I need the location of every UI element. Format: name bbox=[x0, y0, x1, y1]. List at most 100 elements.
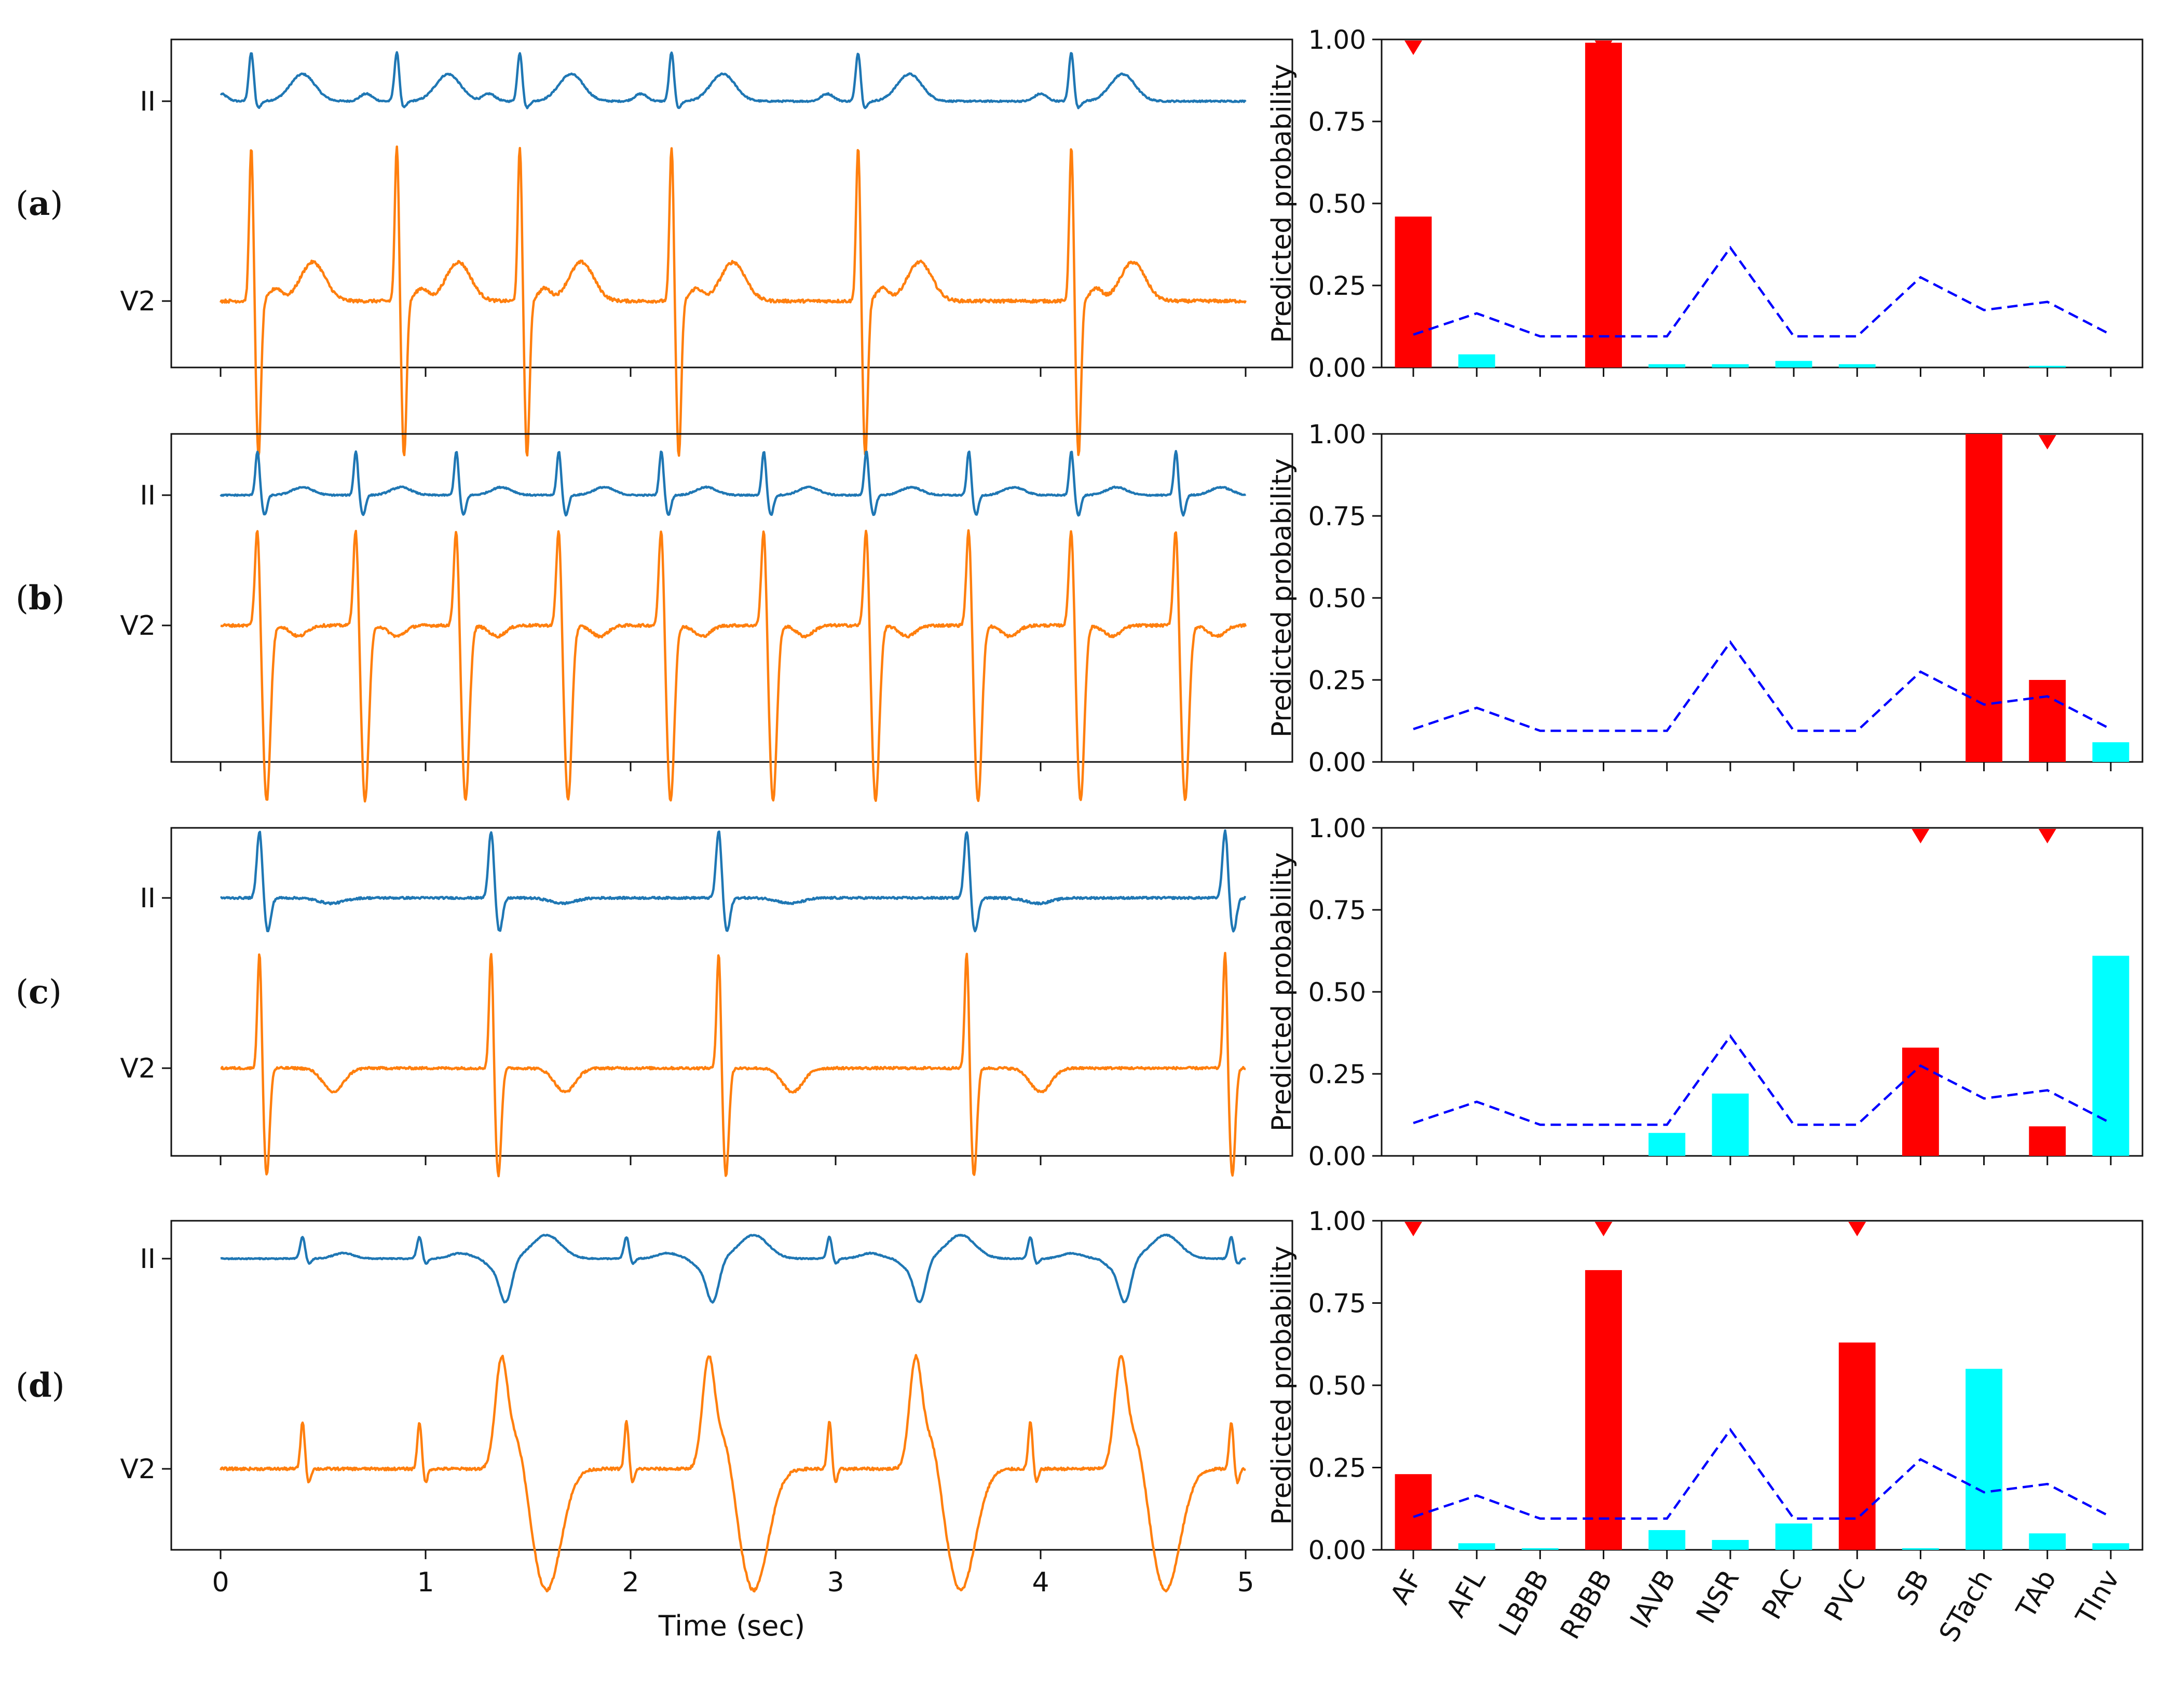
bar-cyan-TAb bbox=[2029, 1533, 2066, 1550]
ecg-trace-lead-v2 bbox=[220, 951, 1246, 1178]
label-marker-SB bbox=[1912, 829, 1930, 843]
ecg-axes-frame bbox=[170, 827, 1293, 1157]
lead-label-II: II bbox=[140, 1244, 156, 1275]
lead-label-V2: V2 bbox=[120, 1053, 156, 1084]
bar-cyan-PAC bbox=[1775, 1523, 1812, 1550]
category-label-AFL: AFL bbox=[1440, 1564, 1492, 1622]
ecg-xtick-label: 5 bbox=[1237, 1567, 1254, 1598]
bar-cyan-NSR bbox=[1712, 364, 1749, 367]
bar-ylabel: Predicted probability bbox=[1266, 1246, 1298, 1525]
bar-red-TAb bbox=[2029, 680, 2066, 762]
ecg-trace-lead-ii bbox=[220, 1233, 1247, 1304]
category-label-SB: SB bbox=[1891, 1565, 1935, 1611]
bar-cyan-TInv bbox=[2092, 742, 2130, 762]
ecg-trace-lead-v2 bbox=[219, 145, 1247, 457]
ecg-xtick-label: 4 bbox=[1032, 1567, 1049, 1598]
threshold-line bbox=[1413, 246, 2111, 338]
lead-label-II: II bbox=[140, 86, 156, 117]
bar-red-RBBB bbox=[1585, 1270, 1622, 1550]
bar-cyan-IAVB bbox=[1648, 1530, 1686, 1550]
ecg-xtick-label: 0 bbox=[212, 1567, 229, 1598]
bar-ytick-label: 0.25 bbox=[1308, 665, 1366, 696]
label-marker-AF bbox=[1404, 1222, 1423, 1236]
ecg-xlabel: Time (sec) bbox=[658, 1610, 806, 1642]
bar-red-PVC bbox=[1838, 1342, 1876, 1550]
threshold-line bbox=[1413, 1427, 2111, 1520]
bar-ytick-label: 0.00 bbox=[1308, 1535, 1366, 1565]
panel-letter: b bbox=[29, 579, 52, 618]
panel-letter: a bbox=[29, 184, 50, 223]
bar-cyan-NSR bbox=[1712, 1539, 1749, 1550]
bar-axes-frame bbox=[1381, 827, 2144, 1157]
bar-cyan-IAVB bbox=[1648, 1133, 1686, 1156]
threshold-line bbox=[1413, 1034, 2111, 1126]
category-label-RBBB: RBBB bbox=[1554, 1565, 1619, 1645]
label-marker-RBBB bbox=[1594, 1222, 1613, 1236]
bar-ytick-label: 0.75 bbox=[1308, 107, 1366, 137]
category-label-STach: STach bbox=[1933, 1565, 1999, 1648]
bar-axes-frame bbox=[1381, 433, 2144, 763]
lead-label-V2: V2 bbox=[120, 1454, 156, 1485]
bar-red-RBBB bbox=[1585, 43, 1622, 367]
bar-ylabel: Predicted probability bbox=[1266, 458, 1298, 738]
bar-red-SB bbox=[1902, 1047, 1939, 1156]
ecg-axes-frame bbox=[170, 1220, 1293, 1551]
bar-cyan-TAb bbox=[2029, 365, 2066, 367]
bar-cyan-SB bbox=[1902, 1548, 1939, 1550]
category-label-TInv: TInv bbox=[2070, 1565, 2126, 1631]
panel-a-label: (a) bbox=[16, 184, 63, 223]
bar-ytick-label: 0.75 bbox=[1308, 501, 1366, 531]
bar-ytick-label: 1.00 bbox=[1308, 25, 1366, 55]
bar-red-AF bbox=[1395, 1474, 1432, 1550]
bar-ytick-label: 0.50 bbox=[1308, 583, 1366, 613]
bar-cyan-AFL bbox=[1458, 1543, 1495, 1550]
ecg-trace-lead-ii bbox=[220, 449, 1247, 517]
bar-ytick-label: 0.50 bbox=[1308, 977, 1366, 1007]
bar-axes-frame bbox=[1381, 1220, 2144, 1551]
label-marker-TAb bbox=[2038, 435, 2056, 449]
bar-ylabel: Predicted probability bbox=[1266, 852, 1298, 1131]
bar-red-STach bbox=[1965, 434, 2003, 762]
ecg-xtick-label: 1 bbox=[417, 1567, 434, 1598]
bar-cyan-STach bbox=[1965, 1369, 2003, 1550]
bar-ytick-label: 0.00 bbox=[1308, 1141, 1366, 1171]
panel-b-label: (b) bbox=[16, 579, 65, 618]
ecg-xtick-label: 2 bbox=[622, 1567, 639, 1598]
lead-label-V2: V2 bbox=[120, 610, 156, 642]
bar-ytick-label: 0.25 bbox=[1308, 1059, 1366, 1089]
bar-ytick-label: 0.25 bbox=[1308, 1453, 1366, 1483]
ecg-axes-frame bbox=[170, 38, 1293, 369]
bar-red-AF bbox=[1395, 216, 1432, 367]
label-marker-TAb bbox=[2038, 829, 2056, 843]
bar-cyan-PAC bbox=[1775, 361, 1812, 367]
bar-ytick-label: 0.00 bbox=[1308, 353, 1366, 383]
bar-ylabel: Predicted probability bbox=[1266, 64, 1298, 343]
category-label-AF: AF bbox=[1385, 1565, 1429, 1610]
ecg-trace-lead-ii bbox=[220, 829, 1247, 933]
category-label-PAC: PAC bbox=[1756, 1565, 1809, 1625]
ecg-trace-lead-ii bbox=[220, 51, 1247, 110]
bar-cyan-AFL bbox=[1458, 354, 1495, 367]
ecg-trace-lead-v2 bbox=[220, 529, 1247, 803]
bar-ytick-label: 0.50 bbox=[1308, 1371, 1366, 1401]
lead-label-V2: V2 bbox=[120, 286, 156, 317]
panel-d-label: (d) bbox=[16, 1366, 65, 1405]
bar-cyan-IAVB bbox=[1648, 364, 1686, 367]
category-label-TAb: TAb bbox=[2010, 1565, 2063, 1624]
bar-red-TAb bbox=[2029, 1126, 2066, 1156]
ecg-trace-lead-v2 bbox=[219, 1354, 1246, 1593]
label-marker-AF bbox=[1404, 40, 1423, 55]
label-marker-PVC bbox=[1848, 1222, 1866, 1236]
bar-cyan-TInv bbox=[2092, 956, 2130, 1156]
threshold-line bbox=[1413, 640, 2111, 732]
label-marker-RBBB bbox=[1594, 40, 1613, 55]
bar-ytick-label: 1.00 bbox=[1308, 1206, 1366, 1236]
lead-label-II: II bbox=[140, 883, 156, 914]
bar-ytick-label: 1.00 bbox=[1308, 419, 1366, 449]
category-label-PVC: PVC bbox=[1819, 1565, 1873, 1627]
bar-ytick-label: 0.75 bbox=[1308, 1289, 1366, 1319]
bar-ytick-label: 0.75 bbox=[1308, 895, 1366, 925]
bar-ytick-label: 0.50 bbox=[1308, 189, 1366, 219]
ecg-xtick-label: 3 bbox=[827, 1567, 844, 1598]
